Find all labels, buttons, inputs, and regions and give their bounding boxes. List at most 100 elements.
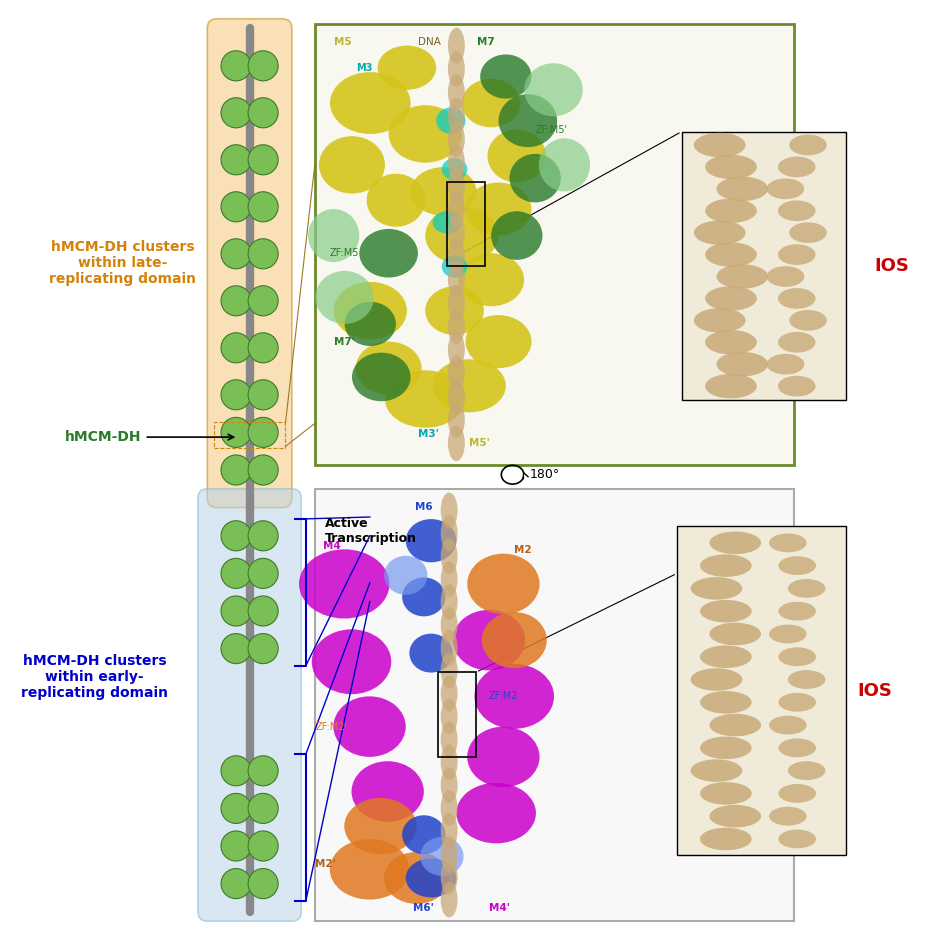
Text: hMCM-DH clusters
within late-
replicating domain: hMCM-DH clusters within late- replicatin… bbox=[49, 240, 196, 287]
Ellipse shape bbox=[480, 55, 531, 99]
Text: 180°: 180° bbox=[529, 468, 559, 481]
Circle shape bbox=[248, 417, 278, 447]
Ellipse shape bbox=[442, 256, 467, 277]
Text: DNA: DNA bbox=[418, 37, 441, 47]
Text: M4': M4' bbox=[489, 902, 509, 913]
Circle shape bbox=[221, 596, 251, 626]
Ellipse shape bbox=[378, 46, 436, 90]
Ellipse shape bbox=[710, 532, 761, 555]
Circle shape bbox=[221, 239, 251, 269]
Circle shape bbox=[221, 380, 251, 410]
Circle shape bbox=[221, 286, 251, 316]
Bar bbox=[682, 132, 846, 400]
Ellipse shape bbox=[420, 837, 463, 876]
Ellipse shape bbox=[790, 134, 827, 155]
Circle shape bbox=[248, 333, 278, 363]
Ellipse shape bbox=[778, 739, 816, 758]
Ellipse shape bbox=[778, 693, 816, 712]
Circle shape bbox=[248, 51, 278, 81]
Ellipse shape bbox=[694, 133, 745, 157]
Ellipse shape bbox=[710, 805, 761, 827]
Circle shape bbox=[248, 558, 278, 588]
Ellipse shape bbox=[488, 130, 546, 182]
Ellipse shape bbox=[367, 174, 425, 227]
Ellipse shape bbox=[299, 549, 389, 619]
Ellipse shape bbox=[705, 330, 757, 354]
Ellipse shape bbox=[705, 374, 757, 399]
Circle shape bbox=[248, 831, 278, 861]
Ellipse shape bbox=[448, 426, 464, 462]
Ellipse shape bbox=[467, 727, 540, 787]
Circle shape bbox=[221, 51, 251, 81]
Bar bbox=[438, 672, 476, 757]
Ellipse shape bbox=[788, 761, 825, 780]
Ellipse shape bbox=[705, 243, 757, 267]
Circle shape bbox=[248, 521, 278, 551]
FancyBboxPatch shape bbox=[198, 489, 301, 921]
Circle shape bbox=[221, 521, 251, 551]
Ellipse shape bbox=[406, 519, 457, 562]
Ellipse shape bbox=[778, 648, 816, 666]
Ellipse shape bbox=[441, 722, 458, 758]
Ellipse shape bbox=[388, 105, 462, 163]
Text: M7': M7' bbox=[334, 337, 354, 347]
Circle shape bbox=[221, 558, 251, 588]
Circle shape bbox=[221, 417, 251, 447]
Ellipse shape bbox=[359, 229, 418, 277]
Ellipse shape bbox=[442, 158, 467, 180]
Ellipse shape bbox=[436, 107, 465, 134]
Ellipse shape bbox=[705, 198, 757, 223]
Ellipse shape bbox=[384, 852, 449, 904]
Circle shape bbox=[221, 192, 251, 222]
Ellipse shape bbox=[441, 630, 458, 666]
Ellipse shape bbox=[406, 858, 457, 898]
Ellipse shape bbox=[441, 791, 458, 826]
Circle shape bbox=[248, 756, 278, 786]
Ellipse shape bbox=[441, 515, 458, 551]
Ellipse shape bbox=[778, 784, 816, 803]
Ellipse shape bbox=[441, 676, 458, 712]
Ellipse shape bbox=[345, 302, 396, 346]
Ellipse shape bbox=[448, 308, 464, 344]
Ellipse shape bbox=[778, 556, 816, 575]
Ellipse shape bbox=[778, 157, 816, 178]
Ellipse shape bbox=[315, 271, 374, 324]
Ellipse shape bbox=[788, 579, 825, 598]
Text: M4: M4 bbox=[322, 540, 340, 551]
Bar bbox=[315, 24, 794, 465]
Ellipse shape bbox=[694, 308, 745, 333]
Text: ZF:M2: ZF:M2 bbox=[489, 691, 519, 701]
Circle shape bbox=[221, 455, 251, 485]
Ellipse shape bbox=[700, 828, 752, 850]
Ellipse shape bbox=[475, 664, 554, 728]
Bar bbox=[677, 526, 846, 855]
Ellipse shape bbox=[769, 715, 807, 734]
Circle shape bbox=[221, 634, 251, 664]
Ellipse shape bbox=[402, 577, 446, 617]
Circle shape bbox=[248, 634, 278, 664]
Ellipse shape bbox=[694, 221, 745, 245]
Ellipse shape bbox=[700, 737, 752, 760]
Ellipse shape bbox=[705, 286, 757, 310]
Circle shape bbox=[221, 793, 251, 823]
Ellipse shape bbox=[448, 51, 464, 86]
Text: M2: M2 bbox=[514, 545, 532, 555]
Ellipse shape bbox=[691, 760, 743, 782]
Ellipse shape bbox=[384, 556, 428, 595]
Ellipse shape bbox=[334, 282, 407, 339]
Ellipse shape bbox=[355, 341, 421, 395]
Ellipse shape bbox=[481, 612, 547, 668]
Text: ZF:M5: ZF:M5 bbox=[330, 248, 359, 259]
Ellipse shape bbox=[462, 79, 521, 127]
Ellipse shape bbox=[790, 223, 827, 243]
Circle shape bbox=[221, 756, 251, 786]
Ellipse shape bbox=[402, 815, 446, 854]
Ellipse shape bbox=[539, 138, 590, 192]
Ellipse shape bbox=[319, 136, 385, 194]
Ellipse shape bbox=[457, 783, 536, 843]
Ellipse shape bbox=[441, 539, 458, 574]
Ellipse shape bbox=[448, 285, 464, 321]
Ellipse shape bbox=[409, 634, 453, 673]
Circle shape bbox=[221, 869, 251, 899]
Ellipse shape bbox=[453, 610, 525, 670]
